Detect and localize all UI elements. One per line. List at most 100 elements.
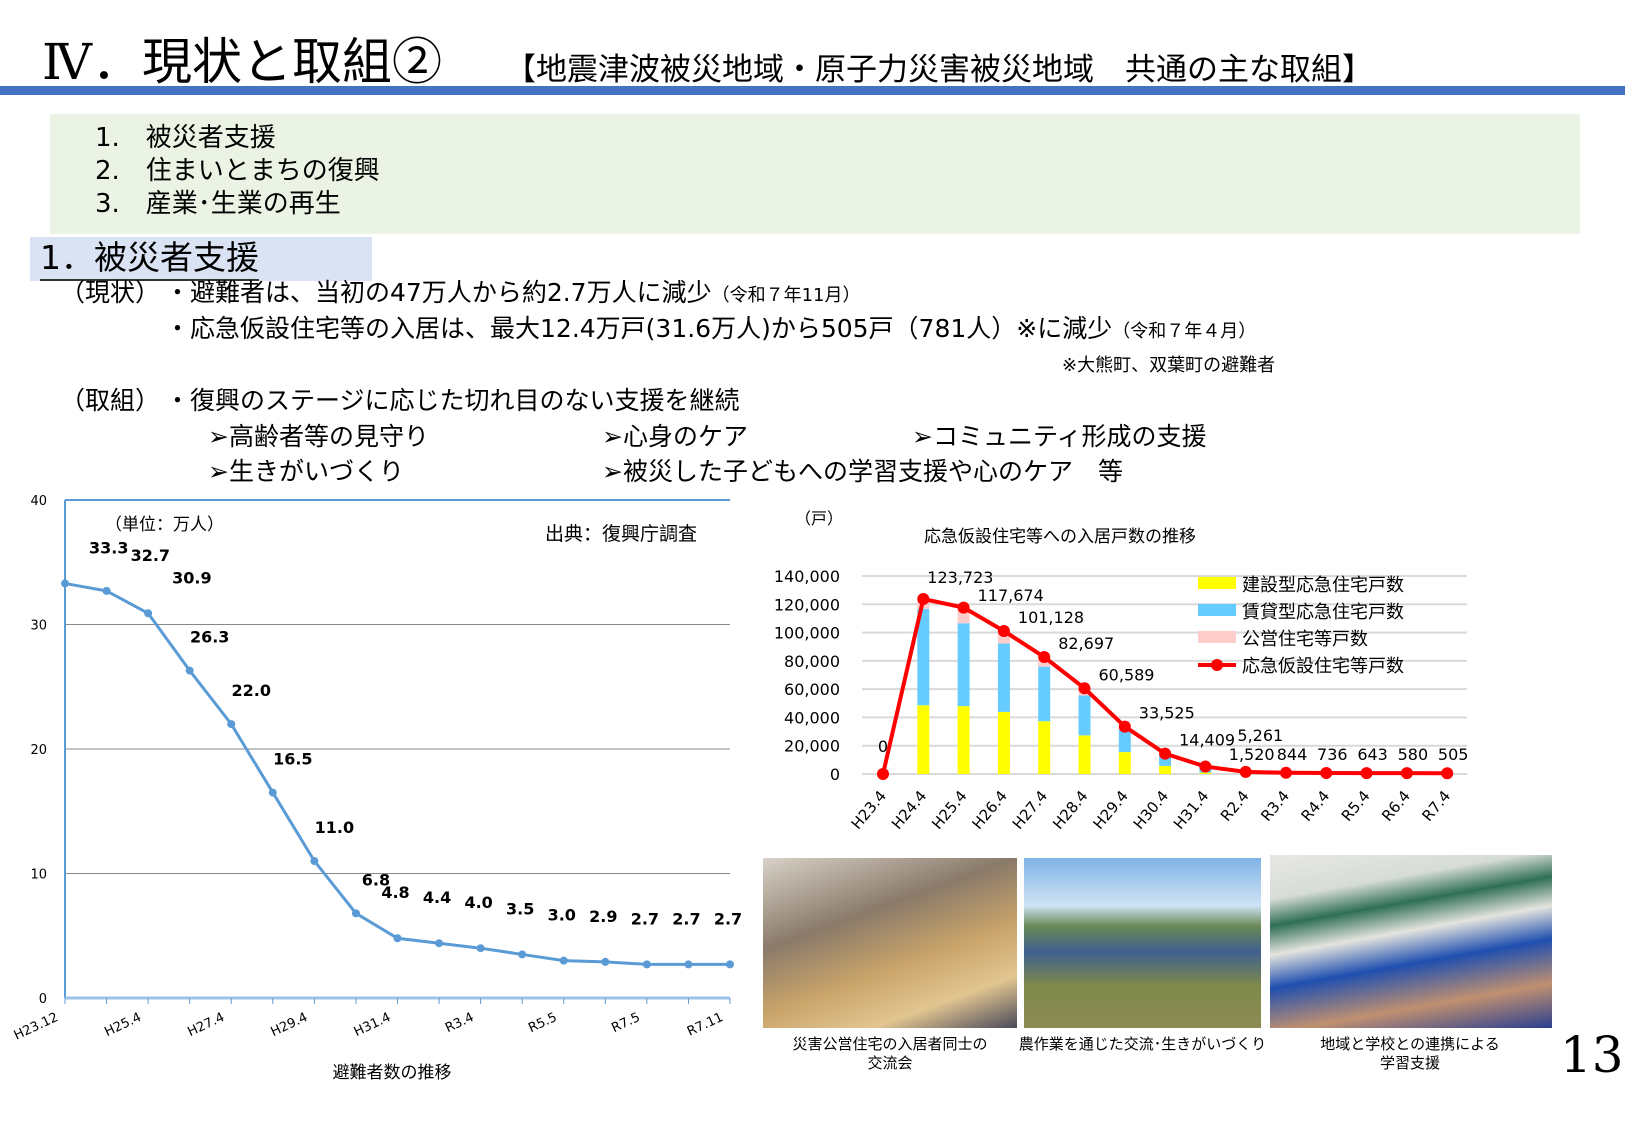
y-tick-label: 40 xyxy=(30,494,47,509)
data-label: 26.3 xyxy=(190,628,229,647)
photo-caption: 農作業を通じた交流･生きがいづくり xyxy=(1018,1035,1267,1053)
x-tick-label: R7.11 xyxy=(685,1010,726,1040)
data-label: 33.3 xyxy=(89,538,128,557)
photo-caption: 地域と学校との連携による 学習支援 xyxy=(1320,1035,1500,1072)
data-point xyxy=(518,950,527,959)
data-point xyxy=(185,666,194,675)
legend-label: 賃貸型応急住宅戸数 xyxy=(1242,602,1404,623)
legend-swatch xyxy=(1198,631,1236,643)
data-point xyxy=(435,939,444,948)
data-label: 11.0 xyxy=(315,818,354,837)
data-point xyxy=(1199,760,1212,773)
photo-community-gathering xyxy=(763,858,1017,1028)
data-point xyxy=(1239,765,1252,778)
x-tick-label: R2.4 xyxy=(1217,787,1253,825)
data-label: 5,261 xyxy=(1237,726,1283,745)
data-label: 117,674 xyxy=(978,586,1044,605)
y-tick-label: 20,000 xyxy=(784,737,840,756)
y-tick-label: 120,000 xyxy=(774,595,840,614)
legend-label: 建設型応急住宅戸数 xyxy=(1242,575,1404,596)
y-tick-label: 80,000 xyxy=(784,652,840,671)
series-line xyxy=(64,581,730,966)
data-label: 0 xyxy=(878,737,888,756)
data-label: 82,697 xyxy=(1058,634,1114,653)
x-tick-label: R5.4 xyxy=(1338,787,1374,825)
data-point xyxy=(102,586,111,595)
agenda-item: 1. 被災者支援 xyxy=(95,123,276,153)
data-point xyxy=(601,957,610,966)
effort-item: ➢生きがいづくり xyxy=(208,457,404,486)
x-tick-label: H25.4 xyxy=(928,787,971,833)
status-label: （現状） xyxy=(60,278,161,307)
data-point xyxy=(1159,747,1172,760)
data-label: 4.8 xyxy=(381,883,409,902)
data-label: 101,128 xyxy=(1018,608,1084,627)
y-tick-label: 100,000 xyxy=(774,624,840,643)
x-tick-label: H27.4 xyxy=(185,1010,226,1040)
chart-title: 応急仮設住宅等への入居戸数の推移 xyxy=(924,527,1196,547)
bar-segment xyxy=(957,623,970,707)
data-label: 505 xyxy=(1438,745,1469,764)
data-point xyxy=(310,857,319,866)
y-tick-label: 140,000 xyxy=(774,567,840,586)
photo-school-learning xyxy=(1270,855,1552,1028)
data-label: 33,525 xyxy=(1139,704,1195,723)
effort-item: ➢被災した子どもへの学習支援や心のケア 等 xyxy=(602,457,1123,486)
evacuee-line-chart: 0 10 20 30 40 H23.12 H25.4 H27.4 H29.4 H31.4 R3.4 R… xyxy=(12,494,742,1083)
data-label: 30.9 xyxy=(172,568,211,587)
effort-item: ➢心身のケア xyxy=(602,422,748,451)
legend-swatch xyxy=(1198,577,1236,589)
x-tick-label: H31.4 xyxy=(1170,787,1213,833)
legend-marker xyxy=(1211,659,1223,671)
bar-segment xyxy=(1038,666,1051,722)
agenda-item: 3. 産業･生業の再生 xyxy=(95,189,341,219)
effort-item: ➢コミュニティ形成の支援 xyxy=(912,422,1207,451)
y-tick-label: 40,000 xyxy=(784,708,840,727)
data-label: 32.7 xyxy=(131,546,170,565)
y-tick-label: 0 xyxy=(830,765,840,784)
data-label: 736 xyxy=(1317,745,1348,764)
bar-segment xyxy=(957,706,970,774)
section-title: 1．被災者支援 xyxy=(40,237,259,281)
data-label: 123,723 xyxy=(927,568,993,587)
data-point xyxy=(144,609,153,618)
data-point xyxy=(268,788,277,797)
bar-segment xyxy=(917,608,930,706)
data-point xyxy=(917,593,930,606)
x-tick-label: H23.4 xyxy=(848,787,891,833)
x-tick-label: R6.4 xyxy=(1378,787,1414,825)
x-tick-label: H31.4 xyxy=(352,1010,393,1040)
data-label: 1,520 xyxy=(1229,745,1275,764)
data-label: 643 xyxy=(1357,745,1388,764)
data-point xyxy=(1360,767,1373,780)
x-tick-label: R7.5 xyxy=(609,1010,642,1036)
status-line-2: ・応急仮設住宅等の入居は、最大12.4万戸(31.6万人)から505戸（781人… xyxy=(165,314,1257,343)
agenda-item: 2. 住まいとまちの復興 xyxy=(95,156,380,186)
housing-bar-chart: （戸） 応急仮設住宅等への入居戸数の推移 0 20,000 40,000 60,000 80… xyxy=(774,509,1469,833)
x-tick-label: H29.4 xyxy=(269,1010,310,1040)
y-tick-label: 10 xyxy=(30,868,47,883)
legend-label: 応急仮設住宅等戸数 xyxy=(1242,656,1404,677)
data-label: 580 xyxy=(1398,745,1429,764)
x-tick-label: H26.4 xyxy=(968,787,1011,833)
data-point xyxy=(642,960,651,969)
chart-title: 避難者数の推移 xyxy=(333,1063,452,1083)
x-tick-label: H23.12 xyxy=(12,1010,61,1043)
page-title: Ⅳ．現状と取組② xyxy=(42,33,442,91)
legend-label: 公営住宅等戸数 xyxy=(1242,629,1368,650)
data-label: 2.7 xyxy=(631,909,659,928)
bar-segment xyxy=(1159,765,1172,774)
bar-segment xyxy=(1199,772,1212,774)
bar-segment xyxy=(997,711,1010,774)
x-tick-label: R5.5 xyxy=(526,1010,559,1036)
bar-segment xyxy=(917,705,930,774)
data-point xyxy=(1280,766,1292,779)
data-point xyxy=(877,768,889,780)
data-label: 4.4 xyxy=(423,888,451,907)
y-tick-label: 20 xyxy=(30,743,47,758)
page-number: 13 xyxy=(1560,1026,1624,1084)
effort-item: ➢高齢者等の見守り xyxy=(208,422,429,451)
data-label: 3.5 xyxy=(506,899,534,918)
data-point xyxy=(1400,767,1413,780)
x-tick-label: H24.4 xyxy=(888,787,931,833)
